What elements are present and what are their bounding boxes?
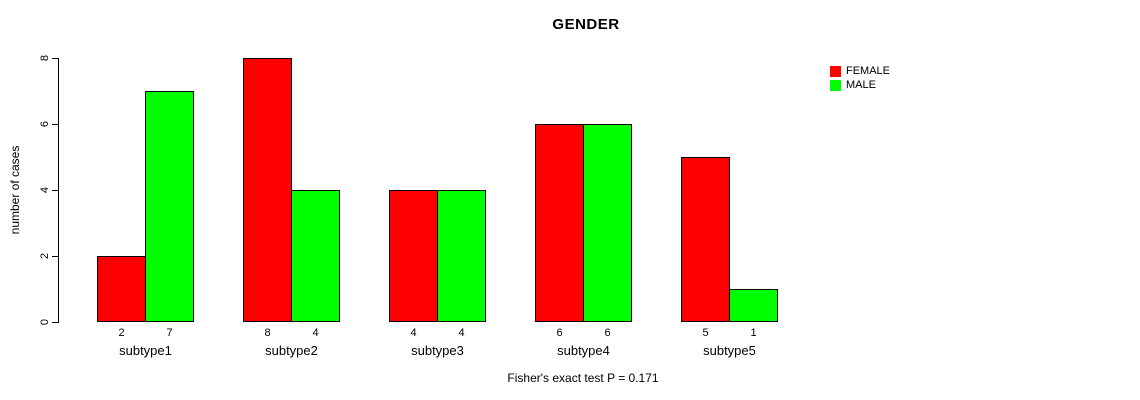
legend: FEMALE MALE (830, 64, 890, 92)
category-label-subtype3: subtype3 (411, 343, 464, 358)
y-tick-label-6: 6 (39, 120, 51, 128)
category-label-subtype4: subtype4 (557, 343, 610, 358)
bar-value-female-subtype2: 8 (264, 327, 271, 339)
bar-female-subtype2 (243, 58, 292, 322)
bar-value-female-subtype1: 2 (118, 327, 125, 339)
male-color-swatch (830, 79, 841, 91)
y-tick-4 (52, 190, 58, 191)
category-label-subtype1: subtype1 (119, 343, 172, 358)
y-tick-label-0: 0 (39, 318, 51, 326)
legend-label-male: MALE (846, 79, 876, 91)
y-tick-label-2: 2 (39, 252, 51, 260)
bar-value-male-subtype3: 4 (458, 327, 465, 339)
bar-female-subtype3 (389, 190, 438, 322)
chart-title: GENDER (552, 16, 620, 33)
y-tick-8 (52, 58, 58, 59)
bar-female-subtype4 (535, 124, 584, 322)
y-axis-line (58, 58, 59, 323)
bar-value-male-subtype4: 6 (604, 327, 611, 339)
legend-item-female: FEMALE (830, 64, 890, 78)
bar-male-subtype3 (437, 190, 486, 322)
y-tick-6 (52, 124, 58, 125)
bar-value-female-subtype4: 6 (556, 327, 563, 339)
legend-item-male: MALE (830, 78, 890, 92)
y-tick-label-4: 4 (39, 186, 51, 194)
y-tick-2 (52, 256, 58, 257)
female-color-swatch (830, 65, 841, 77)
y-axis-label: number of cases (8, 145, 22, 235)
bar-value-male-subtype1: 7 (166, 327, 173, 339)
bar-value-male-subtype2: 4 (312, 327, 319, 339)
bar-male-subtype4 (583, 124, 632, 322)
caption: Fisher's exact test P = 0.171 (507, 371, 659, 385)
category-label-subtype2: subtype2 (265, 343, 318, 358)
bar-male-subtype2 (291, 190, 340, 322)
bar-value-female-subtype3: 4 (410, 327, 417, 339)
category-label-subtype5: subtype5 (703, 343, 756, 358)
y-tick-label-8: 8 (39, 54, 51, 62)
bar-value-male-subtype5: 1 (750, 327, 757, 339)
bar-male-subtype5 (729, 289, 778, 322)
y-tick-0 (52, 322, 58, 323)
legend-label-female: FEMALE (846, 65, 891, 77)
bar-male-subtype1 (145, 91, 194, 322)
bar-value-female-subtype5: 5 (702, 327, 709, 339)
bar-female-subtype5 (681, 157, 730, 322)
bar-female-subtype1 (97, 256, 146, 322)
